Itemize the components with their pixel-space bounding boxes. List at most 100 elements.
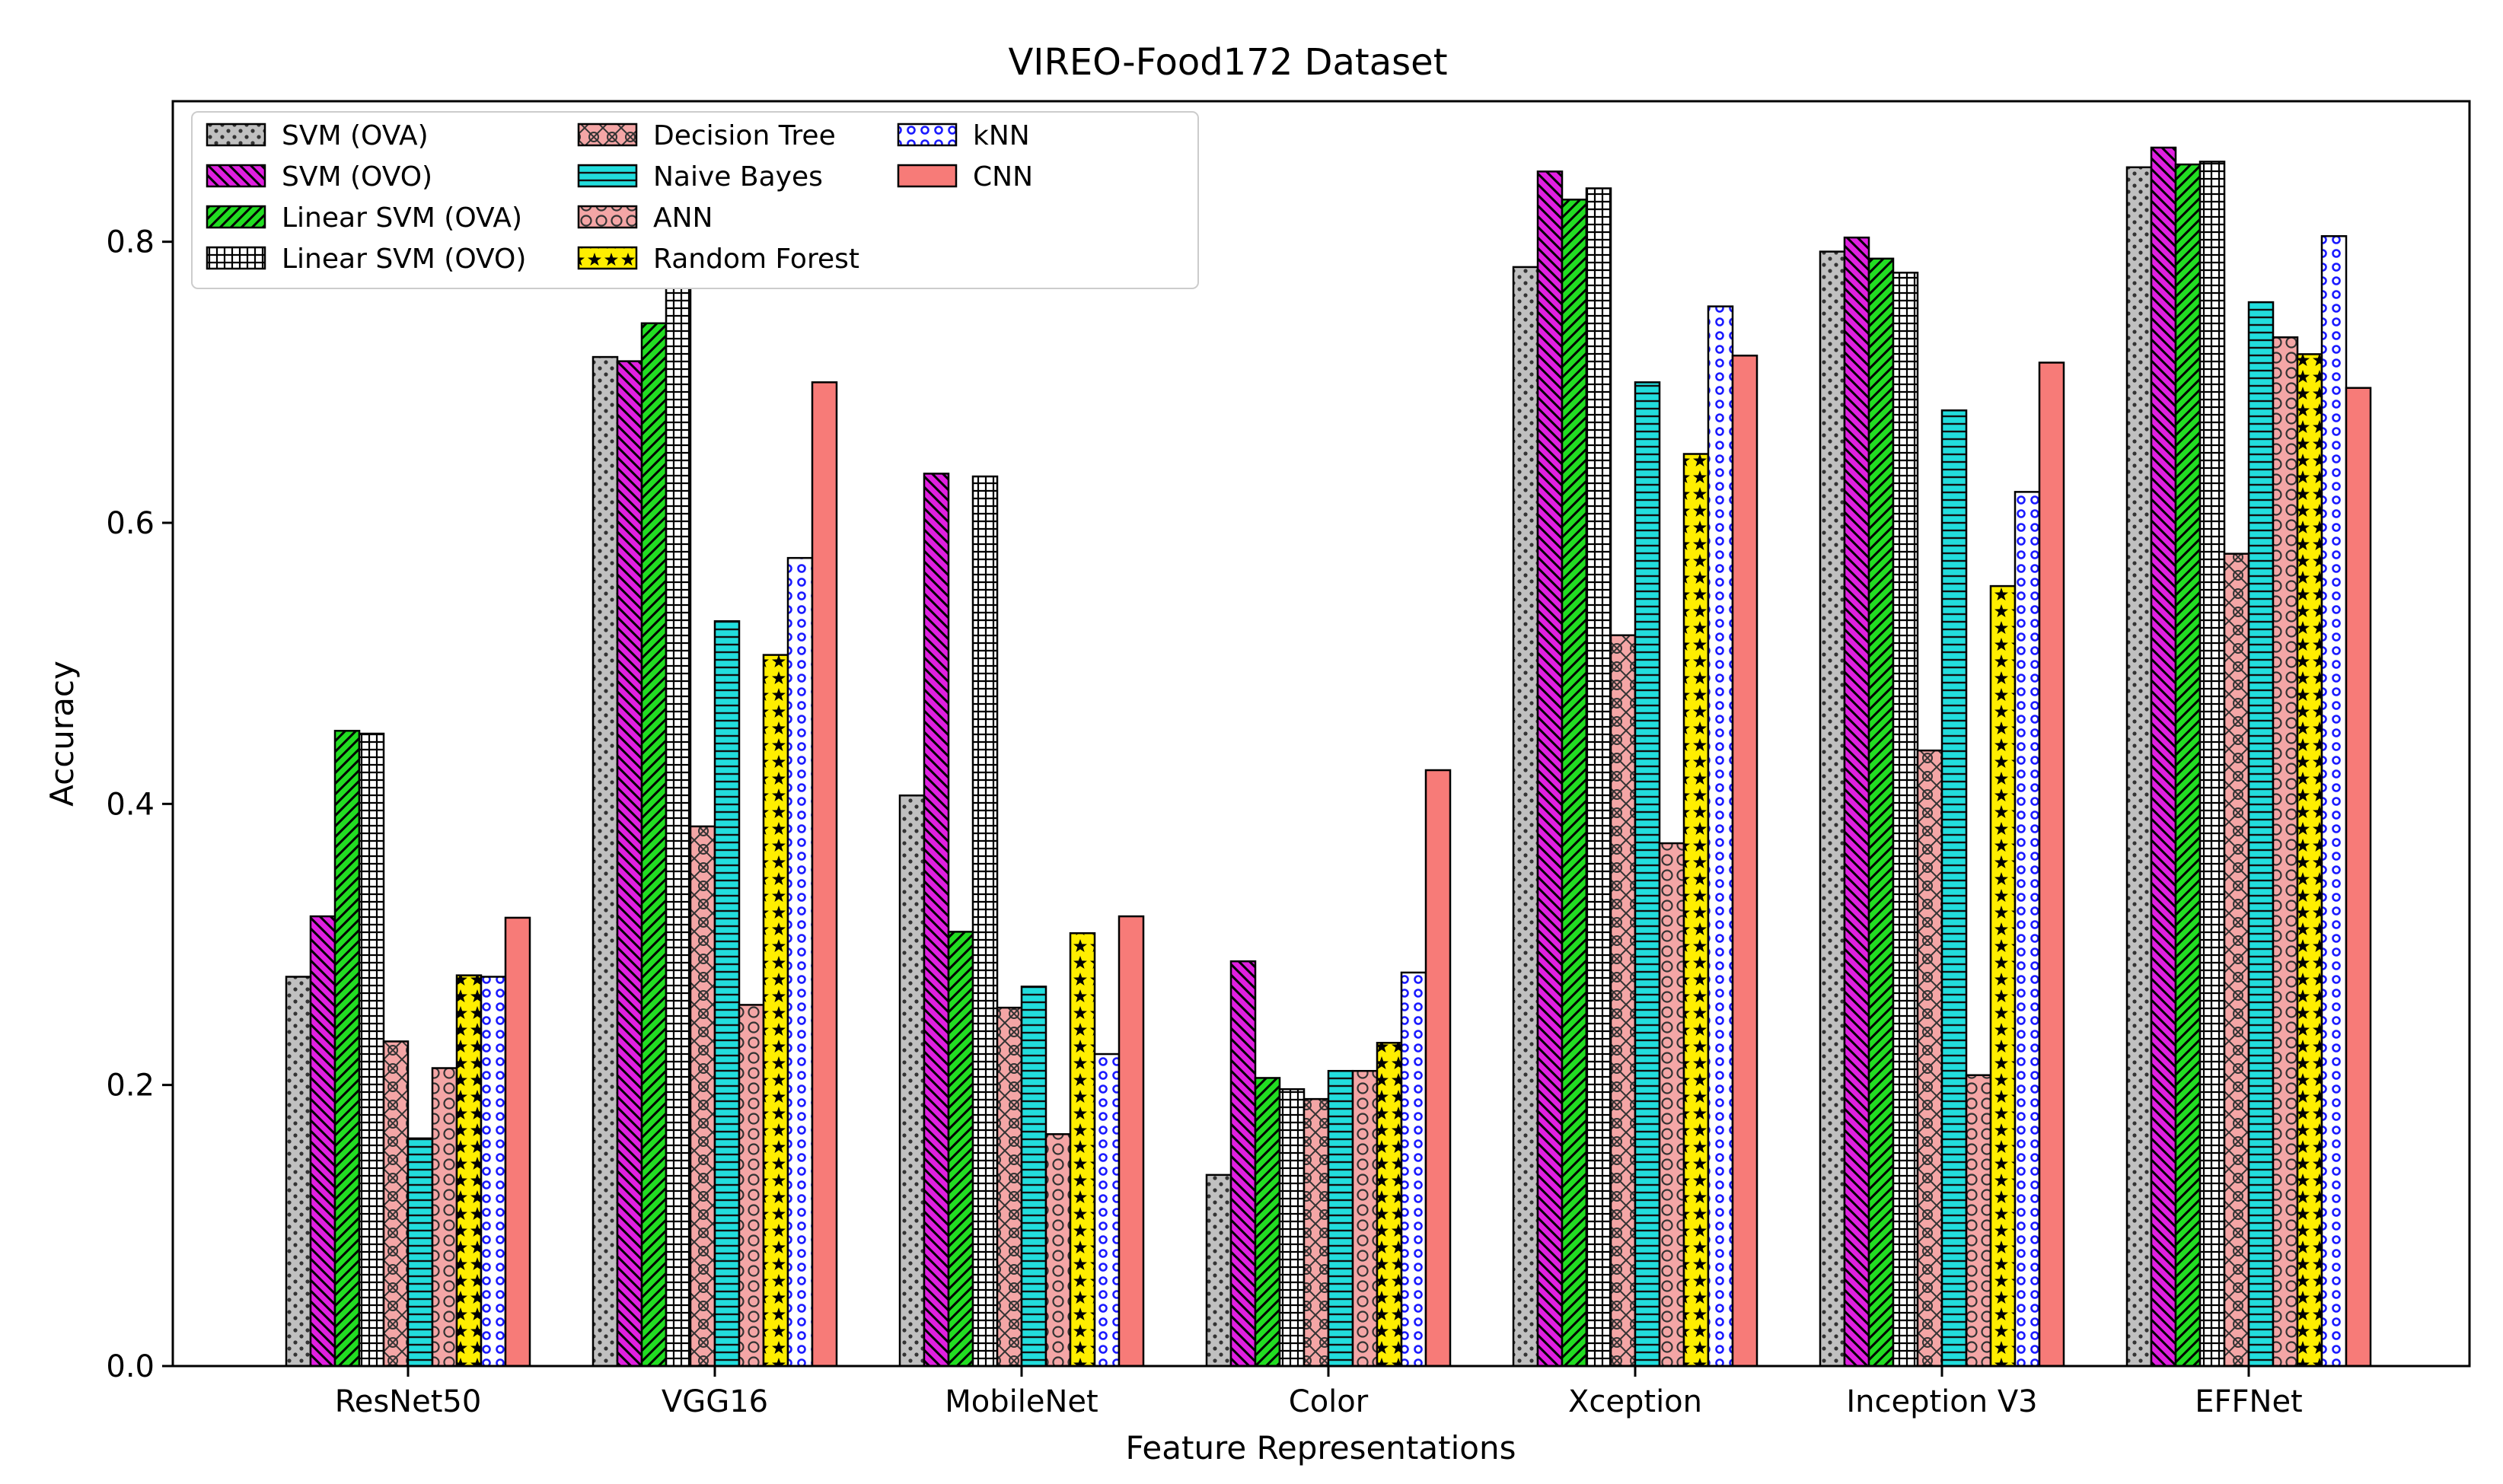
bar-svm-ova-xception xyxy=(1512,266,1539,1368)
bar-decision-tree-vgg16 xyxy=(689,825,716,1368)
bar-svm-ovo-color xyxy=(1229,960,1257,1368)
bar-naive-bayes-resnet50 xyxy=(407,1137,434,1368)
legend-box xyxy=(191,111,1199,289)
legend-swatch-svm-ovo xyxy=(206,164,266,188)
bar-knn-mobilenet xyxy=(1093,1052,1121,1368)
bar-knn-resnet50 xyxy=(480,976,507,1368)
x-axis-label: Feature Representations xyxy=(1126,1429,1516,1466)
bar-knn-effnet xyxy=(2320,235,2348,1368)
legend-swatch-random-forest xyxy=(577,246,638,270)
x-tick-label-xception: Xception xyxy=(1568,1384,1702,1419)
bar-svm-ova-color xyxy=(1205,1174,1232,1368)
bar-ann-vgg16 xyxy=(738,1004,765,1368)
y-axis-label: Accuracy xyxy=(43,661,81,807)
bar-cnn-resnet50 xyxy=(504,916,531,1368)
bar-decision-tree-mobilenet xyxy=(996,1006,1023,1368)
bar-linear-svm-ova-vgg16 xyxy=(640,322,668,1368)
bar-series-group xyxy=(285,146,2372,1368)
bar-cnn-mobilenet xyxy=(1118,915,1145,1368)
bar-svm-ova-vgg16 xyxy=(591,355,619,1368)
x-tick-label-effnet: EFFNet xyxy=(2195,1384,2303,1419)
legend-swatch-naive-bayes xyxy=(577,164,638,188)
bar-svm-ovo-inception-v3 xyxy=(1843,236,1870,1368)
bar-svm-ova-mobilenet xyxy=(898,795,926,1368)
y-tick-label: 0.6 xyxy=(106,506,155,541)
legend-swatch-linear-svm-ovo xyxy=(206,246,266,270)
legend-label-ann: ANN xyxy=(653,202,713,234)
bar-random-forest-vgg16 xyxy=(762,654,789,1368)
bar-cnn-inception-v3 xyxy=(2038,361,2065,1368)
bar-decision-tree-xception xyxy=(1609,634,1637,1368)
x-tick-label-resnet50: ResNet50 xyxy=(335,1384,482,1419)
bar-naive-bayes-mobilenet xyxy=(1020,986,1047,1368)
y-tick-label: 0.4 xyxy=(106,787,155,822)
legend-label-naive-bayes: Naive Bayes xyxy=(653,161,823,193)
bar-decision-tree-inception-v3 xyxy=(1916,749,1943,1368)
legend-label-cnn: CNN xyxy=(973,161,1033,193)
bar-svm-ovo-xception xyxy=(1536,170,1564,1368)
x-tick-label-vgg16: VGG16 xyxy=(662,1384,768,1419)
bar-knn-xception xyxy=(1707,305,1734,1368)
bar-naive-bayes-xception xyxy=(1634,381,1661,1368)
legend-label-svm-ova: SVM (OVA) xyxy=(282,120,429,151)
bar-ann-mobilenet xyxy=(1044,1133,1072,1368)
x-tick-label-inception-v3: Inception V3 xyxy=(1846,1384,2037,1419)
legend-label-decision-tree: Decision Tree xyxy=(653,120,836,151)
bar-linear-svm-ova-mobilenet xyxy=(947,931,974,1368)
legend-swatch-decision-tree xyxy=(577,123,638,147)
bar-svm-ova-effnet xyxy=(2125,166,2153,1368)
bar-svm-ovo-resnet50 xyxy=(309,915,336,1368)
bar-decision-tree-effnet xyxy=(2223,553,2250,1368)
bar-linear-svm-ova-xception xyxy=(1561,199,1588,1368)
bar-linear-svm-ova-effnet xyxy=(2174,163,2202,1368)
bar-knn-inception-v3 xyxy=(2014,491,2041,1368)
bar-naive-bayes-color xyxy=(1327,1069,1354,1368)
bar-ann-effnet xyxy=(2272,336,2299,1368)
bar-ann-color xyxy=(1351,1069,1379,1368)
legend-swatch-cnn xyxy=(897,164,958,188)
bar-random-forest-inception-v3 xyxy=(1989,584,2017,1368)
bar-random-forest-xception xyxy=(1682,453,1710,1368)
legend-swatch-linear-svm-ova xyxy=(206,205,266,229)
bar-ann-xception xyxy=(1658,842,1685,1368)
bar-decision-tree-color xyxy=(1303,1097,1330,1368)
bar-linear-svm-ovo-vgg16 xyxy=(665,274,692,1368)
x-tick-label-color: Color xyxy=(1289,1384,1369,1419)
bar-linear-svm-ovo-effnet xyxy=(2198,161,2226,1368)
bar-cnn-xception xyxy=(1731,354,1758,1368)
bar-decision-tree-resnet50 xyxy=(382,1040,410,1368)
bar-naive-bayes-effnet xyxy=(2247,301,2275,1368)
chart-title: VIREO-Food172 Dataset xyxy=(1008,41,1447,84)
bar-cnn-vgg16 xyxy=(811,381,838,1368)
bar-svm-ova-inception-v3 xyxy=(1819,250,1846,1368)
bar-naive-bayes-vgg16 xyxy=(713,620,741,1368)
y-tick-label: 0.0 xyxy=(106,1349,155,1384)
bar-random-forest-color xyxy=(1376,1042,1403,1368)
y-tick-label: 0.2 xyxy=(106,1068,155,1103)
legend: SVM (OVA) SVM (OVO) Linear SVM (OVA) Linear… xyxy=(191,111,1199,289)
bar-svm-ovo-effnet xyxy=(2150,146,2177,1368)
legend-swatch-knn xyxy=(897,123,958,147)
legend-label-knn: kNN xyxy=(973,120,1030,151)
bar-linear-svm-ovo-xception xyxy=(1585,187,1612,1368)
bar-naive-bayes-inception-v3 xyxy=(1940,409,1968,1368)
bar-linear-svm-ovo-mobilenet xyxy=(971,475,999,1368)
bar-random-forest-resnet50 xyxy=(455,974,483,1368)
bar-knn-vgg16 xyxy=(786,556,814,1368)
bar-random-forest-mobilenet xyxy=(1069,931,1096,1368)
bar-random-forest-effnet xyxy=(2296,353,2323,1368)
bar-svm-ova-resnet50 xyxy=(285,976,312,1368)
legend-label-svm-ovo: SVM (OVO) xyxy=(282,161,432,193)
bar-linear-svm-ova-resnet50 xyxy=(333,730,361,1368)
bar-cnn-color xyxy=(1424,769,1452,1368)
legend-label-linear-svm-ova: Linear SVM (OVA) xyxy=(282,202,522,234)
legend-swatch-ann xyxy=(577,205,638,229)
bar-cnn-effnet xyxy=(2345,387,2372,1368)
bar-linear-svm-ova-inception-v3 xyxy=(1867,257,1895,1368)
bar-linear-svm-ovo-inception-v3 xyxy=(1892,272,1919,1368)
legend-label-linear-svm-ovo: Linear SVM (OVO) xyxy=(282,244,526,275)
x-axis-ticks: ResNet50 VGG16 MobileNet Color Xception Incep… xyxy=(335,1366,2303,1419)
legend-label-random-forest: Random Forest xyxy=(653,244,859,275)
bar-ann-inception-v3 xyxy=(1965,1074,1992,1368)
